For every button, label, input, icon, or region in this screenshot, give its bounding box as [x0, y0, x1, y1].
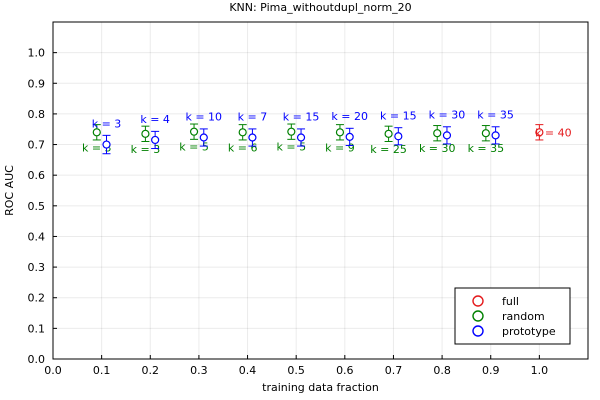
prototype-k-label: k = 20 [331, 110, 368, 123]
y-tick-label: 0.5 [28, 200, 46, 213]
x-tick-label: 0.2 [142, 364, 160, 377]
prototype-point [296, 133, 306, 142]
prototype-point [199, 133, 208, 142]
y-tick-label: 0.0 [28, 353, 46, 366]
prototype-point [394, 132, 403, 141]
full-point [535, 128, 544, 137]
random-point [189, 127, 199, 136]
axis-ticks: 0.0 0.1 0.2 0.3 0.4 0.5 0.6 0.7 0.8 0.9 1.0 0.0 0.1 0… [28, 47, 549, 377]
plot-frame [52, 21, 589, 360]
legend-label-full: full [502, 295, 519, 308]
x-tick-label: 0.7 [385, 364, 403, 377]
prototype-k-label: k = 10 [185, 110, 222, 123]
x-tick-label: 1.0 [531, 364, 549, 377]
random-point [335, 128, 345, 137]
prototype-point [345, 132, 354, 141]
prototype-k-label: k = 4 [140, 113, 170, 126]
y-tick-label: 0.3 [28, 261, 46, 274]
prototype-k-label: k = 3 [92, 118, 122, 131]
prototype-point [442, 131, 452, 140]
y-tick-label: 0.7 [28, 139, 46, 152]
x-tick-label: 0.4 [239, 364, 257, 377]
prototype-point [102, 140, 111, 149]
random-point [384, 129, 393, 138]
random-point [238, 128, 247, 137]
random-k-label: k = 30 [419, 142, 456, 155]
random-point [141, 129, 150, 138]
legend-label-prototype: prototype [502, 325, 556, 338]
random-point [433, 129, 442, 138]
y-tick-label: 0.9 [28, 77, 46, 90]
random-point [481, 129, 490, 138]
random-point [92, 128, 101, 137]
legend: full random prototype [454, 287, 571, 345]
prototype-point [151, 135, 160, 145]
x-axis-label: training data fraction [262, 381, 379, 394]
legend-marker-full [472, 295, 484, 307]
x-tick-label: 0.6 [336, 364, 354, 377]
full-k-label: k = 40 [535, 126, 572, 139]
random-k-label: k = 35 [468, 142, 505, 155]
y-tick-label: 0.8 [28, 108, 46, 121]
x-tick-label: 0.3 [190, 364, 208, 377]
prototype-k-label: k = 35 [477, 108, 514, 121]
y-tick-label: 0.6 [28, 169, 46, 182]
prototype-k-label: k = 15 [380, 109, 417, 122]
prototype-k-label: k = 7 [238, 110, 268, 123]
random-k-label: k = 5 [179, 141, 209, 154]
data-marks: k = 40 k = 3 k = 3 k = 5 k = 6 k = 5 k = 9 k = … [82, 108, 572, 155]
prototype-k-label: k = 15 [283, 110, 320, 123]
prototype-point [248, 133, 257, 142]
random-k-label: k = 5 [277, 141, 307, 154]
prototype-point [491, 131, 500, 140]
legend-label-random: random [502, 310, 545, 323]
random-k-label: k = 3 [131, 143, 161, 156]
y-tick-label: 1.0 [28, 47, 46, 60]
legend-marker-random [472, 310, 484, 322]
y-tick-label: 0.1 [28, 322, 46, 335]
y-tick-label: 0.4 [28, 230, 46, 243]
legend-marker-prototype [472, 325, 484, 337]
random-k-label: k = 25 [370, 143, 407, 156]
x-tick-label: 0.1 [93, 364, 111, 377]
prototype-k-label: k = 30 [429, 108, 466, 121]
x-tick-label: 0.0 [44, 364, 62, 377]
y-axis-label: ROC AUC [3, 165, 16, 216]
y-tick-label: 0.2 [28, 292, 46, 305]
random-point [287, 127, 296, 136]
random-k-label: k = 6 [228, 141, 258, 154]
x-tick-label: 0.8 [433, 364, 451, 377]
x-tick-label: 0.5 [287, 364, 305, 377]
chart-title: KNN: Pima_withoutdupl_norm_20 [229, 1, 411, 14]
x-tick-label: 0.9 [482, 364, 500, 377]
random-k-label: k = 9 [325, 141, 355, 154]
